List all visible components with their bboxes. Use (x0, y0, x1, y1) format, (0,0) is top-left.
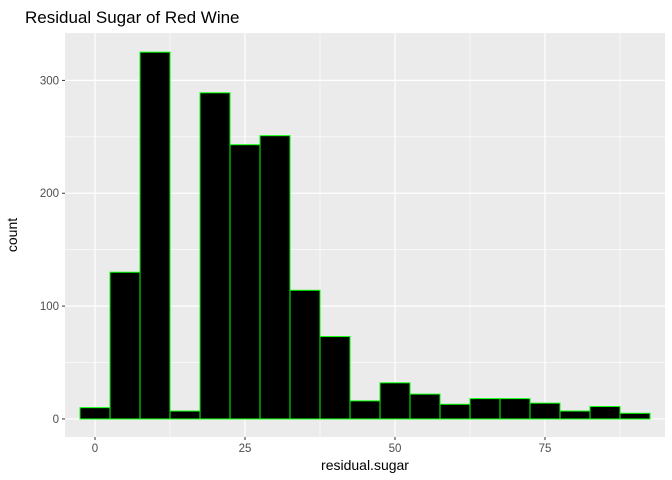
x-tick-label: 25 (239, 443, 252, 455)
x-axis-title: residual.sugar (321, 457, 409, 473)
histogram-bar (379, 382, 411, 420)
histogram-bar (349, 400, 381, 420)
x-tick-label: 75 (539, 443, 552, 455)
histogram-bar (559, 410, 591, 420)
histogram-bar (79, 407, 111, 420)
histogram-bar (529, 402, 561, 420)
histogram-bars (79, 51, 651, 420)
y-axis-ticks: 0 100 200 300 (40, 75, 65, 426)
histogram-bar (589, 406, 621, 420)
histogram-bar (259, 135, 291, 420)
histogram-bar (319, 336, 351, 420)
x-axis-ticks: 0 25 50 75 (92, 437, 552, 455)
histogram-bar (199, 92, 231, 420)
y-tick-label: 300 (40, 75, 59, 87)
y-axis-title: count (4, 218, 20, 252)
chart-title: Residual Sugar of Red Wine (25, 8, 240, 27)
x-tick-label: 0 (92, 443, 98, 455)
histogram-bar (229, 144, 261, 420)
x-tick-label: 50 (389, 443, 402, 455)
histogram-bar (469, 398, 501, 420)
histogram-bar (139, 51, 171, 420)
histogram-bar (409, 393, 441, 420)
histogram-bar (439, 403, 471, 420)
histogram-bar (109, 271, 141, 420)
histogram-bar (499, 398, 531, 420)
histogram-bar (169, 410, 201, 420)
histogram-bar (619, 412, 651, 420)
y-tick-label: 100 (40, 301, 59, 313)
histogram-bar (289, 289, 321, 420)
y-tick-label: 0 (53, 414, 59, 426)
y-tick-label: 200 (40, 188, 59, 200)
